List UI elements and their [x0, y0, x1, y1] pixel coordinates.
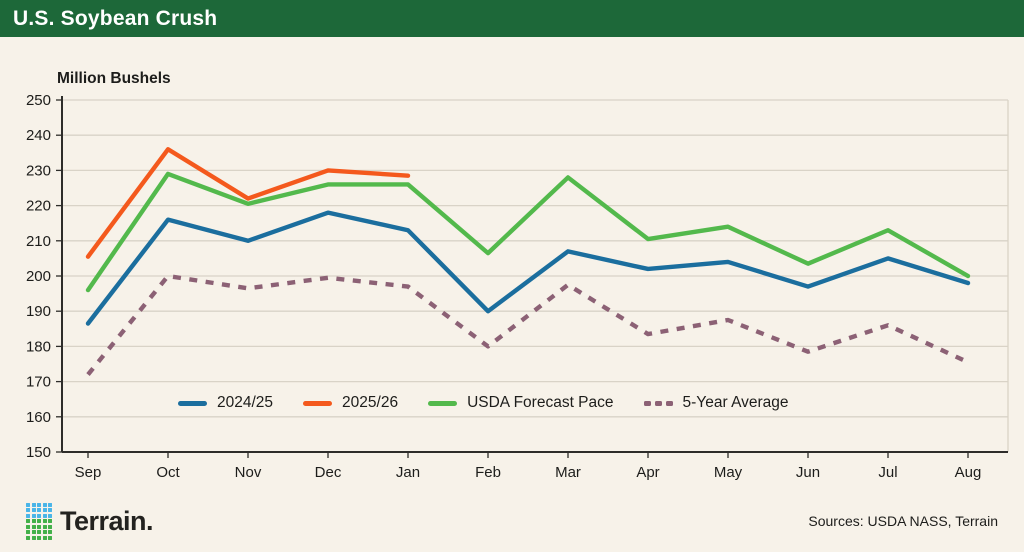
tick-label: Nov [235, 464, 262, 481]
sources-note: Sources: USDA NASS, Terrain [808, 513, 998, 529]
tick-label: 230 [26, 162, 51, 179]
terrain-logo-icon [26, 502, 52, 540]
series-line-usda-forecast-pace [85, 171, 971, 293]
tick-label: 160 [26, 409, 51, 426]
legend-swatch-5-year-average [643, 400, 673, 406]
page-title: U.S. Soybean Crush [13, 6, 218, 30]
tick-label: 250 [26, 92, 51, 109]
legend-dash [654, 400, 662, 406]
tick-label: Jun [796, 464, 820, 481]
y-axis-title: Million Bushels [57, 70, 171, 87]
tick-label: 240 [26, 127, 51, 144]
legend-dash [643, 400, 651, 406]
tick-label: Feb [475, 464, 501, 481]
legend-label: 5-Year Average [682, 394, 789, 411]
legend-label: USDA Forecast Pace [467, 394, 614, 411]
tick-label: 220 [26, 198, 51, 215]
legend-item-5-year-average: 5-Year Average [643, 394, 789, 412]
legend-item-2025-26: 2025/26 [303, 394, 398, 412]
series-line-2025-26 [85, 147, 411, 259]
terrain-wordmark: Terrain. [60, 505, 154, 536]
tick-label: 180 [26, 338, 51, 355]
legend-swatch-2025-26 [303, 400, 333, 406]
tick-label: 190 [26, 303, 51, 320]
tick-label: 210 [26, 233, 51, 250]
tick-label: May [714, 464, 743, 481]
terrain-brand: Terrain. [26, 502, 154, 540]
footer: Terrain. Sources: USDA NASS, Terrain [0, 490, 1024, 552]
tick-label: Aug [955, 464, 982, 481]
tick-label: Dec [315, 464, 342, 481]
legend-swatch-usda-forecast-pace [428, 400, 458, 406]
tick-label: 200 [26, 268, 51, 285]
series-line-2024-25 [85, 210, 971, 326]
legend-item-2024-25: 2024/25 [178, 394, 273, 412]
tick-label: 150 [26, 444, 51, 461]
legend-item-usda-forecast-pace: USDA Forecast Pace [428, 394, 614, 412]
tick-label: Sep [75, 464, 102, 481]
header-bar: U.S. Soybean Crush [0, 0, 1024, 37]
tick-label: Jan [396, 464, 420, 481]
tick-label: Mar [555, 464, 581, 481]
chart-legend: 2024/25 2025/26 USDA Forecast Pace 5-Yea… [178, 394, 789, 412]
legend-label: 2025/26 [342, 394, 399, 411]
legend-dash [665, 400, 673, 406]
gridlines [56, 99, 1008, 453]
legend-swatch-2024-25 [178, 400, 207, 406]
legend-label: 2024/25 [217, 394, 274, 411]
tick-label: 170 [26, 374, 51, 391]
tick-label: Oct [156, 464, 180, 481]
tick-label: Apr [636, 464, 659, 481]
series-line-5-year-average [86, 273, 969, 376]
line-chart: 150 160 170 180 190 200 210 220 230 240 250 Sep Oct N… [26, 92, 1009, 481]
tick-label: Jul [878, 464, 897, 481]
